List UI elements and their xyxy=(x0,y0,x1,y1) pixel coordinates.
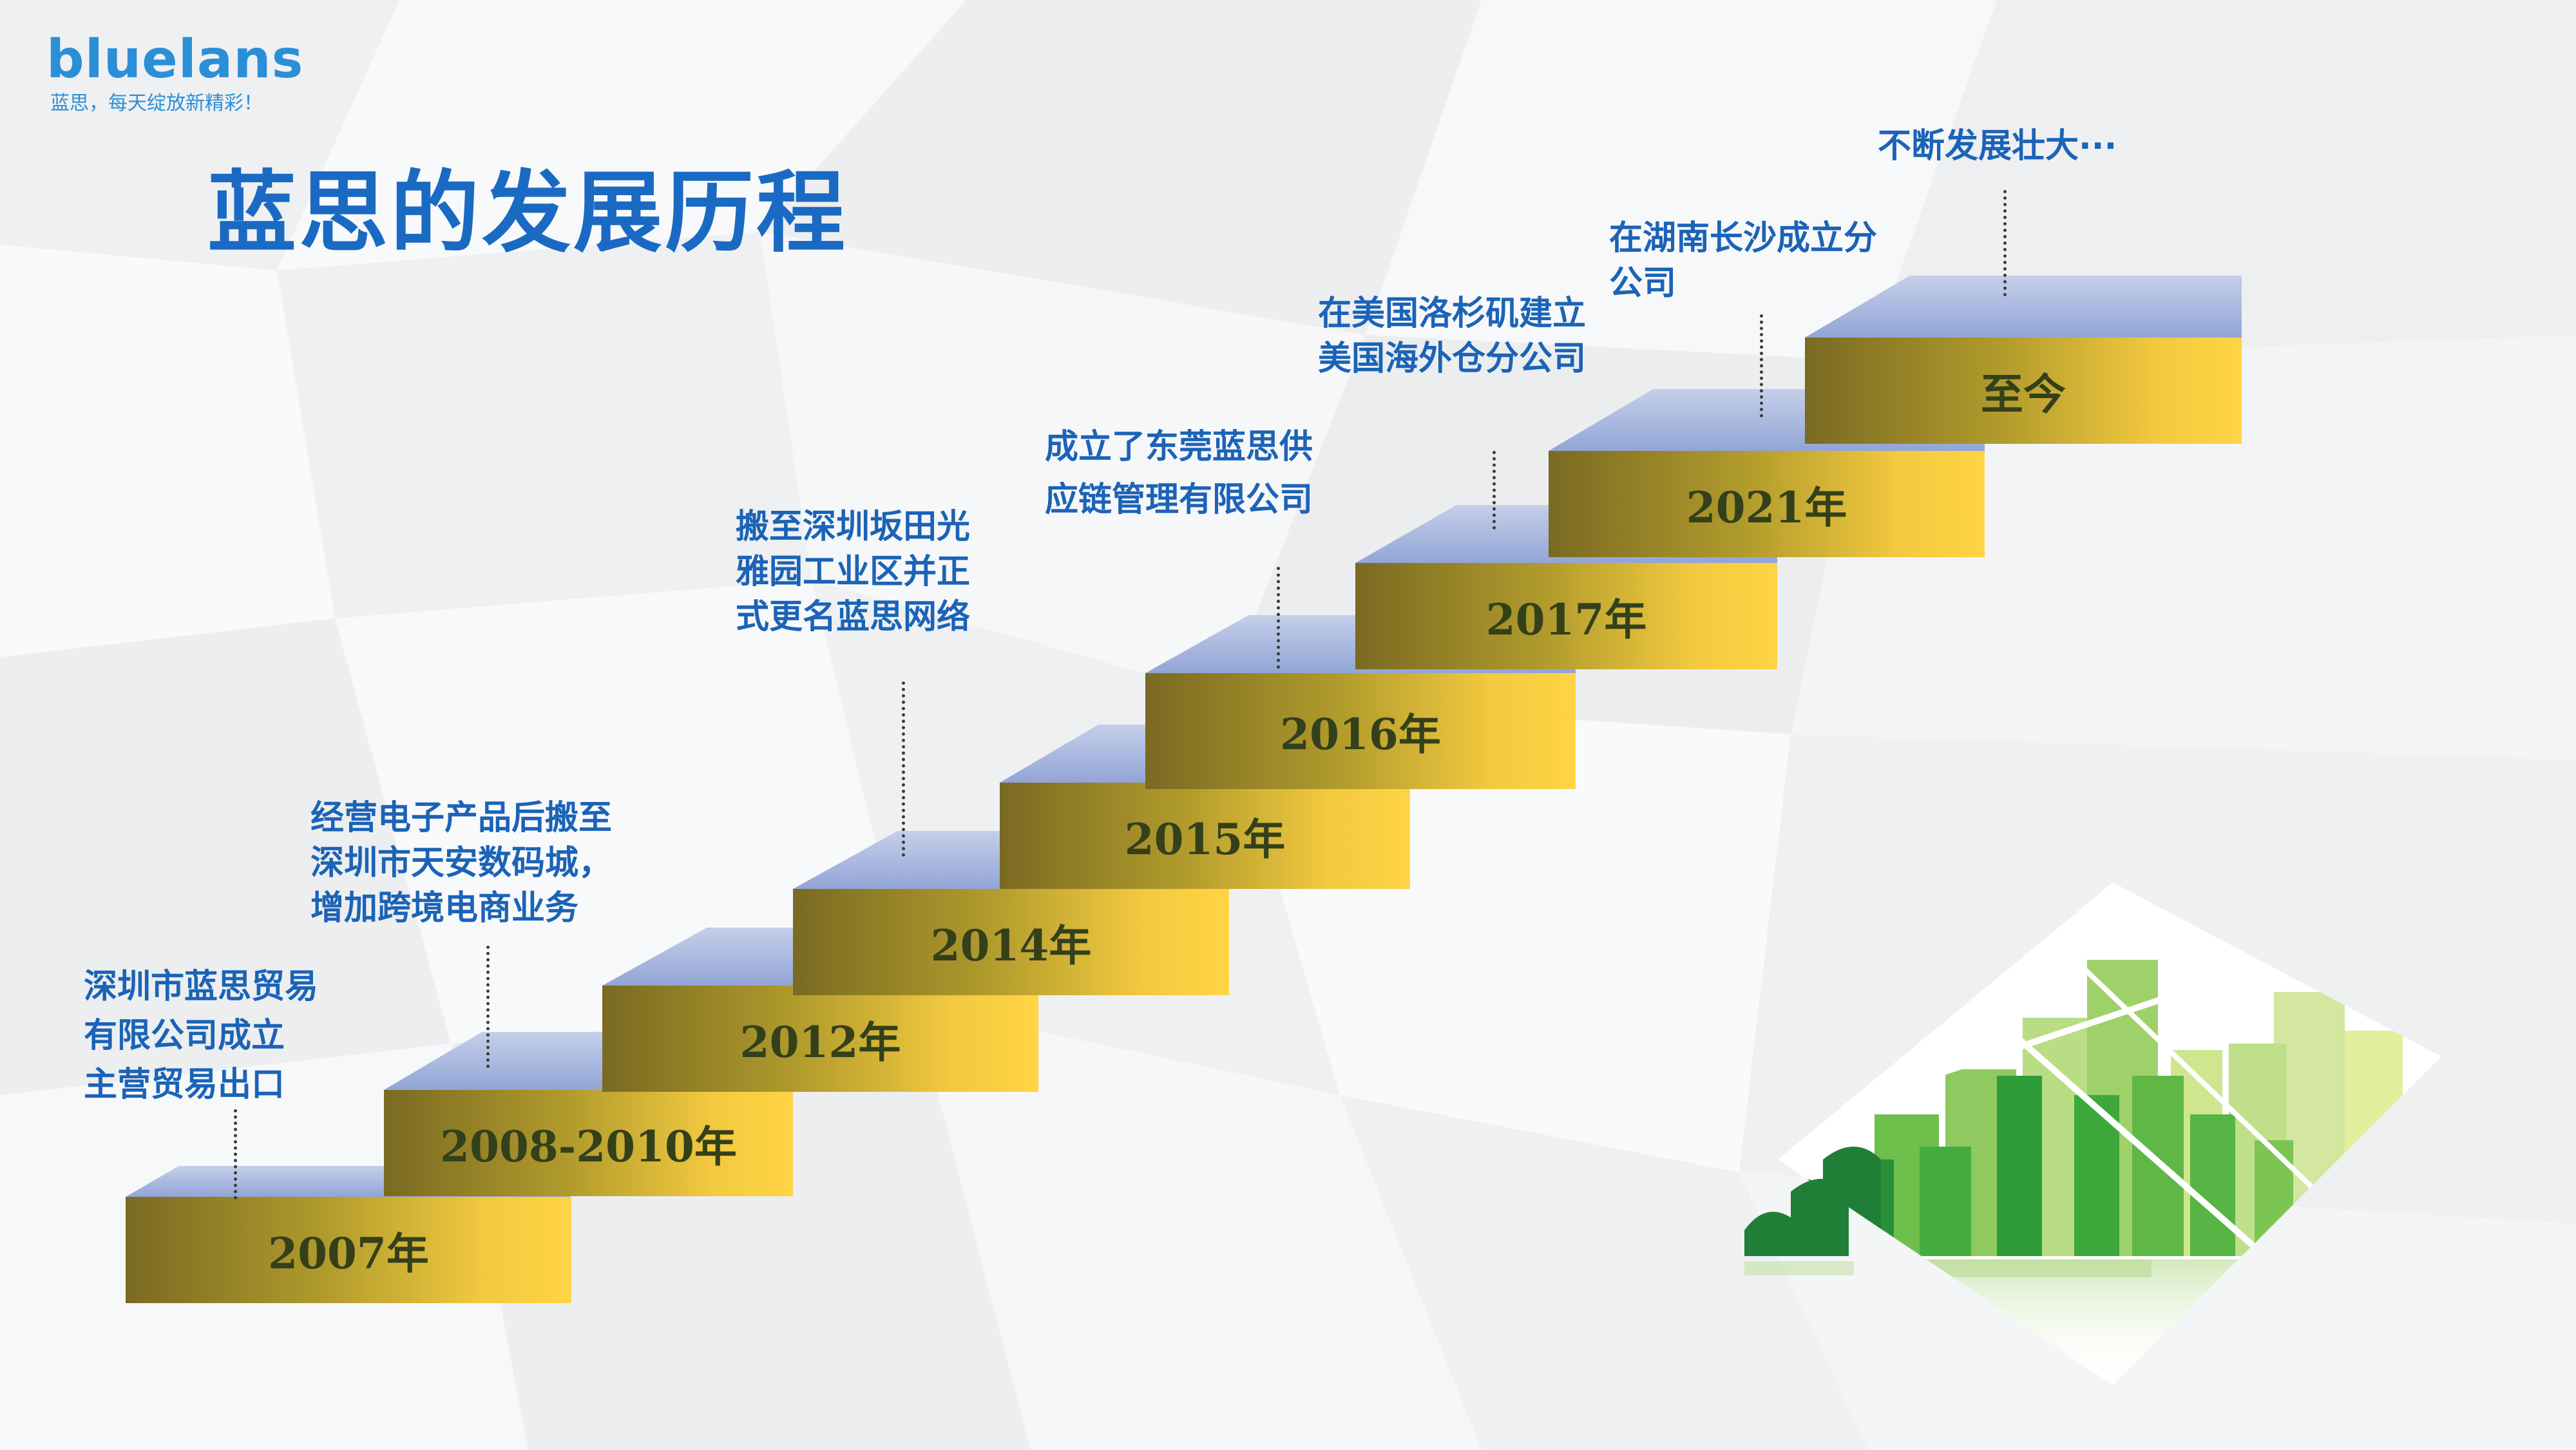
leader-line-2007 xyxy=(234,1109,237,1199)
year-label: 2007年 xyxy=(268,1228,429,1279)
event-line: 式更名蓝思网络 xyxy=(736,598,971,636)
event-line: 成立了东莞蓝思供 xyxy=(1045,428,1313,466)
leader-line-2017 xyxy=(1493,451,1496,529)
event-2007: 深圳市蓝思贸易 有限公司成立 主营贸易出口 xyxy=(84,962,318,1109)
event-line: 应链管理有限公司 xyxy=(1045,481,1313,519)
leader-line-2014 xyxy=(902,682,905,857)
year-label: 2016年 xyxy=(1280,709,1441,759)
step-2008-2010: 2008-2010年 xyxy=(384,1090,793,1196)
event-line: 有限公司成立 xyxy=(84,1016,285,1055)
event-line: 增加跨境电商业务 xyxy=(310,889,579,928)
event-line: 搬至深圳坂田光 xyxy=(736,508,971,546)
event-line: 美国海外仓分公司 xyxy=(1318,339,1587,378)
event-2014: 搬至深圳坂田光 雅园工业区并正 式更名蓝思网络 xyxy=(736,504,970,640)
event-line: 深圳市天安数码城， xyxy=(310,844,613,882)
step-2017: 2017年 xyxy=(1355,563,1777,669)
step-2021: 2021年 xyxy=(1549,451,1985,557)
year-label: 至今 xyxy=(1981,368,2066,419)
brand-logo: bluelans xyxy=(46,29,304,90)
city-skyline-illustration xyxy=(1744,882,2441,1385)
step-2007: 2007年 xyxy=(126,1197,571,1303)
event-line: 公司 xyxy=(1609,264,1677,303)
event-2016: 成立了东莞蓝思供 应链管理有限公司 xyxy=(1045,421,1313,526)
brand-slogan: 蓝思，每天绽放新精彩！ xyxy=(50,92,263,115)
event-line: 雅园工业区并正 xyxy=(736,553,971,591)
year-label: 2008-2010年 xyxy=(440,1121,737,1172)
event-present: 不断发展壮大··· xyxy=(1878,124,2117,169)
event-line: 主营贸易出口 xyxy=(84,1065,285,1104)
step-present: 至今 xyxy=(1805,338,2242,444)
event-line: 经营电子产品后搬至 xyxy=(310,799,613,837)
event-2021: 在湖南长沙成立分 公司 xyxy=(1609,216,1877,306)
event-line: 不断发展壮大··· xyxy=(1878,127,2117,166)
year-label: 2014年 xyxy=(930,920,1092,971)
page-title: 蓝思的发展历程 xyxy=(207,161,848,265)
leader-line-2016 xyxy=(1277,567,1280,669)
leader-line-present xyxy=(2003,190,2007,296)
event-line: 深圳市蓝思贸易 xyxy=(84,968,319,1006)
event-2008-2010: 经营电子产品后搬至 深圳市天安数码城， 增加跨境电商业务 xyxy=(310,796,612,931)
leader-line-2021 xyxy=(1760,314,1763,417)
event-2017: 在美国洛杉矶建立 美国海外仓分公司 xyxy=(1318,291,1586,381)
step-2015: 2015年 xyxy=(1000,783,1410,889)
step-2014: 2014年 xyxy=(793,889,1229,995)
year-label: 2012年 xyxy=(739,1016,901,1067)
year-label: 2017年 xyxy=(1485,594,1647,645)
event-line: 在美国洛杉矶建立 xyxy=(1318,294,1587,333)
leader-line-2008-2010 xyxy=(486,946,490,1068)
step-2016: 2016年 xyxy=(1145,673,1576,789)
year-label: 2021年 xyxy=(1686,482,1847,533)
year-label: 2015年 xyxy=(1124,814,1286,864)
event-line: 在湖南长沙成立分 xyxy=(1609,219,1878,258)
step-2012: 2012年 xyxy=(602,986,1038,1092)
